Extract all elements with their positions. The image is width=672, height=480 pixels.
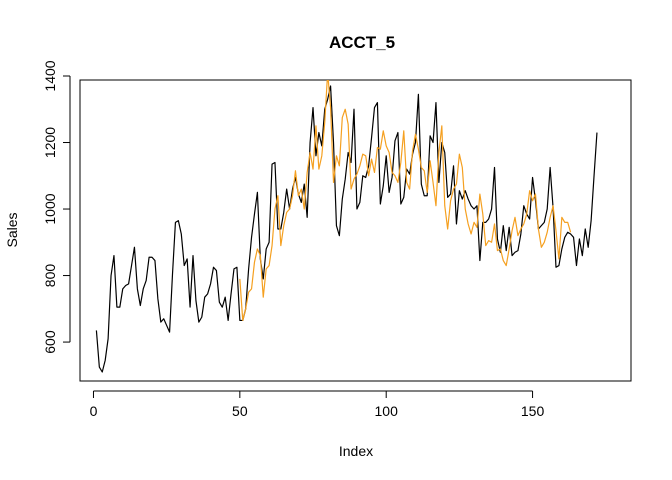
plot-frame [79,79,632,382]
x-tick-label: 150 [521,403,545,419]
series-line-actual [95,85,598,373]
chart-title: ACCT_5 [329,33,395,52]
x-tick-label: 100 [375,403,399,419]
x-tick-label: 50 [232,403,248,419]
y-axis-label: Sales [4,212,20,247]
y-tick-label: 1200 [42,127,58,158]
y-tick-label: 1000 [42,193,58,224]
y-axis: 600 800 1000 1200 1400 [42,60,71,354]
x-axis-label: Index [339,443,373,459]
x-axis: 0 50 100 150 [90,390,545,419]
series-layer [95,80,598,373]
y-tick-label: 800 [42,264,58,288]
y-tick-label: 600 [42,330,58,354]
y-tick-label: 1400 [42,60,58,91]
series-line-fitted [239,80,572,322]
x-tick-label: 0 [90,403,98,419]
